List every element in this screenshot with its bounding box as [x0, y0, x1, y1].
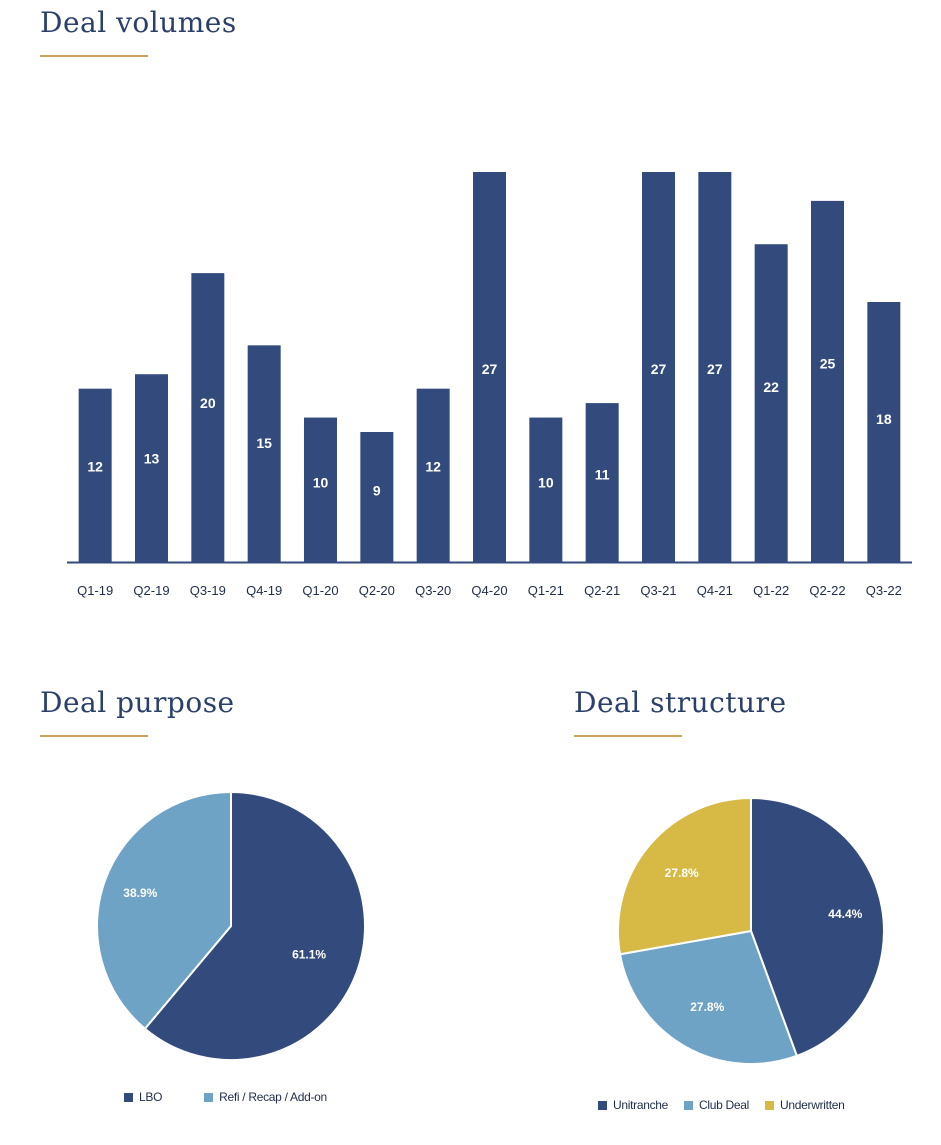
legend-item: Club Deal	[684, 1098, 749, 1112]
pie-slice-label: 27.8%	[690, 1000, 724, 1014]
bar-Q3-19	[191, 273, 225, 562]
deal-structure-legend: Unitranche Club Deal Underwritten	[598, 1098, 860, 1112]
pie-slice-unitranche	[750, 796, 886, 1058]
legend-label: LBO	[139, 1090, 163, 1104]
deal-structure-pie-chart: 44.4% 27.8% 27.8%	[617, 796, 886, 1065]
bar-value-label: 25	[820, 355, 836, 371]
x-tick-label: Q3-20	[415, 583, 451, 598]
bar-value-label: 15	[256, 435, 272, 451]
legend-swatch	[684, 1100, 694, 1110]
purpose-title: Deal purpose	[40, 686, 235, 719]
x-tick-label: Q1-19	[77, 583, 113, 598]
x-tick-label: Q1-20	[302, 583, 338, 598]
structure-title-underline	[574, 735, 682, 737]
volumes-title-underline	[40, 55, 148, 57]
bar-value-label: 12	[87, 459, 103, 475]
x-tick-label: Q2-22	[809, 583, 845, 598]
legend-item: Underwritten	[765, 1098, 845, 1112]
bar-value-label: 27	[707, 361, 723, 377]
bar-value-label: 10	[538, 475, 554, 491]
legend-label: Unitranche	[613, 1098, 669, 1112]
deal-volumes-bar-chart: 12 Q1-19 13 Q2-19 20 Q3-19 15 Q4-19 10 Q1-20 9 Q2-2…	[67, 172, 912, 598]
legend-swatch	[765, 1100, 775, 1110]
legend-label: Underwritten	[780, 1098, 845, 1112]
pie-slice-refi-recap-add-on	[96, 790, 232, 1031]
x-tick-label: Q4-21	[697, 583, 733, 598]
legend-swatch	[124, 1092, 133, 1102]
bar-Q4-21	[698, 172, 732, 562]
bar-value-label: 22	[763, 379, 779, 395]
bar-value-label: 11	[595, 467, 610, 483]
x-tick-label: Q2-20	[359, 583, 395, 598]
bar-value-label: 27	[482, 361, 498, 377]
legend-label: Refi / Recap / Add-on	[219, 1090, 327, 1104]
bar-value-label: 13	[144, 451, 160, 467]
purpose-title-underline	[40, 735, 148, 737]
structure-title: Deal structure	[574, 686, 787, 719]
deal-purpose-pie-chart: 61.1% 38.9%	[96, 790, 366, 1061]
pie-slice-lbo	[143, 790, 366, 1061]
x-tick-label: Q3-21	[640, 583, 676, 598]
bar-Q1-22	[754, 244, 788, 562]
x-tick-label: Q4-20	[471, 583, 507, 598]
x-tick-label: Q3-22	[866, 583, 902, 598]
bar-value-label: 27	[651, 361, 667, 377]
legend-label: Club Deal	[699, 1098, 750, 1112]
pie-slice-underwritten	[617, 796, 752, 956]
bar-value-label: 12	[425, 459, 441, 475]
x-tick-label: Q1-22	[753, 583, 789, 598]
bar-Q2-19	[135, 374, 168, 562]
legend-item: Unitranche	[598, 1098, 668, 1112]
bar-value-label: 18	[876, 411, 892, 427]
bar-value-label: 9	[373, 483, 381, 499]
bar-Q1-21	[529, 417, 563, 562]
pie-slice-label: 38.9%	[123, 886, 157, 900]
bar-Q3-20	[416, 388, 450, 562]
x-tick-label: Q3-19	[190, 583, 226, 598]
x-tick-label: Q1-21	[528, 583, 564, 598]
bar-Q2-21	[585, 403, 619, 562]
bar-Q1-20	[304, 417, 337, 562]
pie-slice-label: 44.4%	[828, 907, 862, 921]
bar-Q3-22	[867, 302, 901, 562]
pie-slice-label: 61.1%	[292, 947, 326, 961]
bar-Q4-19	[247, 345, 281, 562]
bar-Q4-20	[473, 172, 506, 562]
legend-item: Refi / Recap / Add-on	[204, 1090, 327, 1104]
pie-slice-label: 27.8%	[665, 866, 699, 880]
bar-Q2-22	[811, 200, 844, 562]
x-tick-label: Q4-19	[246, 583, 282, 598]
bar-Q3-21	[642, 172, 675, 562]
legend-item: LBO	[124, 1090, 162, 1104]
bar-Q1-19	[78, 388, 112, 562]
bar-value-label: 10	[313, 475, 329, 491]
bar-Q2-20	[360, 432, 394, 562]
legend-swatch	[598, 1100, 607, 1110]
legend-swatch	[204, 1092, 214, 1102]
x-tick-label: Q2-19	[133, 583, 169, 598]
x-tick-label: Q2-21	[584, 583, 620, 598]
volumes-title: Deal volumes	[40, 6, 237, 39]
bar-value-label: 20	[200, 395, 216, 411]
deal-purpose-legend: LBO Refi / Recap / Add-on	[124, 1090, 369, 1104]
pie-slice-club-deal	[618, 929, 799, 1065]
